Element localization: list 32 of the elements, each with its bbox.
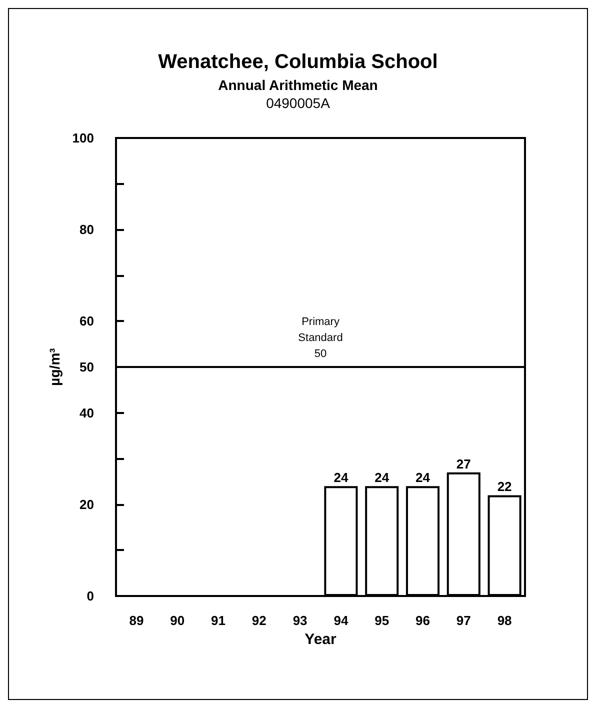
data-label: 24 — [416, 470, 431, 486]
y-tick-label: 50 — [80, 360, 94, 374]
bar — [446, 472, 480, 596]
y-tick-label: 20 — [80, 496, 94, 512]
y-tick-label: 40 — [80, 405, 94, 420]
data-label: 24 — [374, 470, 390, 486]
data-label: 24 — [334, 470, 349, 486]
bar — [406, 486, 440, 596]
x-tick-label: 98 — [497, 613, 512, 628]
bar — [324, 486, 358, 596]
x-tick-label: 93 — [292, 613, 308, 628]
bar — [365, 486, 399, 596]
y-tick-label: 100 — [72, 130, 94, 146]
x-tick-label: 91 — [211, 613, 226, 628]
chart-subtitle: Annual Arithmetic Mean 0490005A — [218, 77, 378, 111]
y-tick-label: 80 — [80, 222, 94, 238]
data-label: 27 — [456, 456, 471, 472]
x-tick-label: 95 — [374, 613, 390, 628]
y-tick-label: 60 — [80, 314, 94, 329]
ref-line-label: Primary Standard 50 — [298, 316, 343, 360]
chart-title: Wenatchee, Columbia School — [158, 51, 438, 73]
x-tick-label: 90 — [170, 613, 185, 628]
x-tick-label: 94 — [334, 613, 349, 628]
y-tick-label: 0 — [86, 588, 94, 604]
bar — [488, 495, 522, 596]
data-label: 22 — [497, 479, 512, 494]
x-tick-label: 92 — [252, 613, 266, 628]
y-axis-title: µg/m³ — [46, 348, 62, 386]
x-tick-label: 89 — [129, 613, 144, 628]
x-tick-label: 97 — [456, 613, 471, 628]
x-axis-title: Year — [304, 631, 337, 648]
x-tick-label: 96 — [416, 613, 430, 628]
